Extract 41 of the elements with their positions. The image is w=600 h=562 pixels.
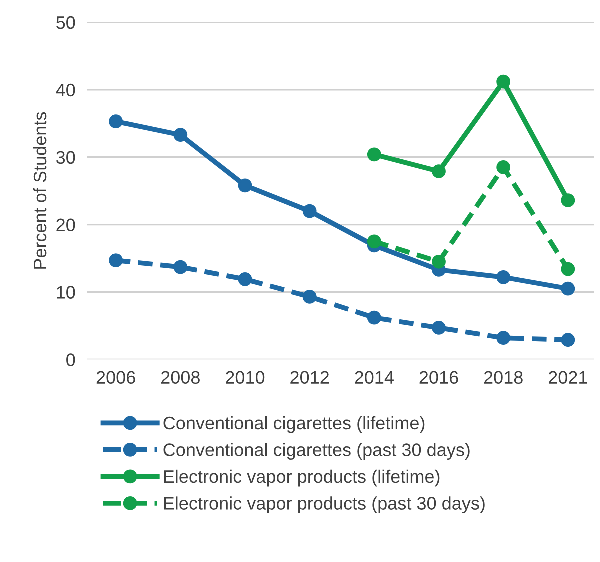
point (561, 282, 576, 296)
point (302, 204, 317, 218)
x-tick-label: 2014 (355, 371, 394, 384)
point (496, 331, 511, 346)
point (174, 260, 188, 274)
y-axis-title: Percent of Students (33, 112, 47, 269)
y-tick-label: 10 (57, 286, 76, 299)
x-tick-label: 2018 (484, 371, 523, 384)
point (432, 321, 446, 335)
point (109, 254, 124, 268)
x-tick-label: 2021 (548, 371, 588, 384)
point (367, 234, 382, 249)
point (367, 148, 382, 162)
y-tick-label: 20 (56, 218, 76, 232)
y-tick-label: 40 (56, 84, 76, 97)
x-tick-label: 2008 (161, 371, 200, 384)
point (496, 270, 511, 284)
point (496, 160, 511, 174)
point (367, 310, 382, 325)
point (432, 254, 446, 269)
point (561, 194, 576, 208)
point (432, 164, 446, 178)
point (302, 290, 317, 304)
y-tick-label: 30 (56, 151, 76, 164)
y-tick-label: 0 (66, 354, 76, 366)
point (561, 333, 576, 348)
x-tick-label: 2016 (420, 371, 458, 384)
x-tick-label: 2006 (96, 371, 136, 384)
point (238, 272, 252, 286)
x-tick-label: 2012 (290, 371, 329, 384)
legend-label: Conventional cigarettes (past 30 days) (164, 443, 470, 460)
x-tick-label: 2010 (226, 371, 265, 384)
point (496, 74, 511, 89)
y-tick-label: 50 (56, 16, 76, 30)
point (109, 114, 124, 129)
point (174, 128, 188, 142)
legend-label: Electronic vapor products (past 30 days) (164, 496, 485, 514)
legend-label: Conventional cigarettes (lifetime) (164, 416, 425, 434)
point (238, 178, 252, 193)
point (561, 262, 576, 276)
legend-label: Electronic vapor products (lifetime) (164, 470, 440, 487)
